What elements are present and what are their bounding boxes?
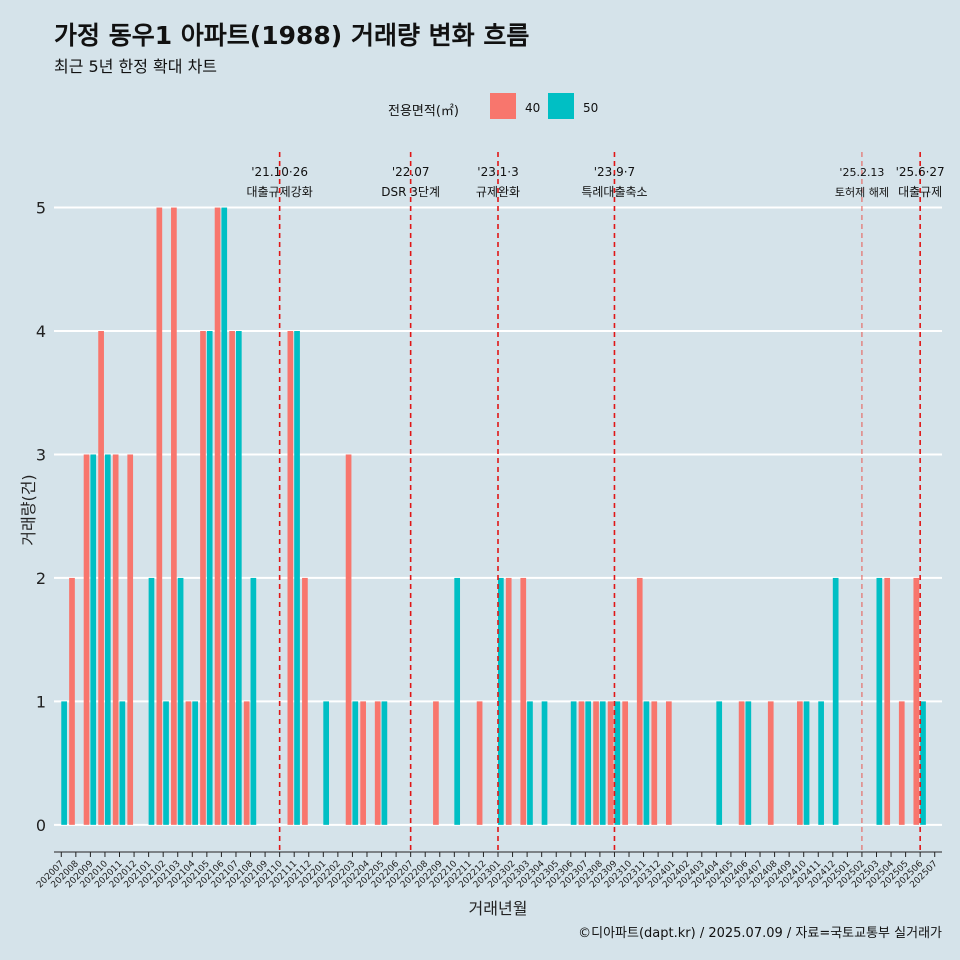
event-label-0: 대출규제강화 [247,185,313,199]
bar-202406-40 [738,701,745,825]
legend-swatch-50 [548,93,574,119]
bar-202104-50 [192,701,198,825]
bar-202506-50 [920,701,926,825]
bar-202308-50 [599,701,606,825]
y-tick-label-5: 5 [36,199,46,218]
bar-202309-40 [607,701,614,825]
bar-202312-40 [651,701,658,825]
legend-label-40: 40 [525,101,541,115]
bars [61,207,926,825]
bar-202009-50 [90,454,97,825]
bar-202203-50 [352,701,359,825]
bar-202505-40 [898,701,905,825]
bar-202007-50 [61,701,67,825]
event-label-5: 대출규제 [898,185,942,199]
bar-202011-40 [112,454,119,825]
bar-202307-50 [585,701,592,825]
bar-202104-40 [185,701,192,825]
bar-202302-40 [505,577,512,825]
event-date-3: '23.9·7 [594,165,635,179]
chart-subtitle: 최근 5년 한정 확대 차트 [54,57,218,76]
bar-202304-50 [541,701,548,825]
event-label-3: 특례대출축소 [581,185,647,199]
bar-202203-40 [345,454,352,825]
bar-202201-50 [323,701,330,825]
x-axis-label: 거래년월 [469,899,528,918]
bar-202010-40 [98,331,104,825]
bar-202008-40 [69,577,75,825]
bar-202310-40 [622,701,629,825]
bar-202307-40 [578,701,585,825]
event-date-4: '25.2.13 [839,166,884,179]
bar-202012-40 [127,454,134,825]
y-tick-label-1: 1 [36,692,46,711]
legend-title: 전용면적(㎡) [388,104,459,119]
y-tick-label-4: 4 [36,322,46,341]
event-date-2: '23.1·3 [477,165,518,179]
bar-202408-40 [767,701,774,825]
bar-202308-40 [593,701,599,825]
bar-202204-40 [360,701,366,825]
bar-202101-50 [148,577,155,825]
bar-202009-40 [83,454,90,825]
bar-202412-50 [832,577,839,825]
bar-202108-40 [243,701,250,825]
bar-202210-50 [454,577,461,825]
chart-title: 가정 동우1 아파트(1988) 거래량 변화 흐름 [54,21,530,50]
bar-202306-50 [570,701,577,825]
event-label-2: 규제완화 [476,185,520,199]
bar-202410-40 [797,701,803,825]
bar-202212-40 [476,701,483,825]
bar-202010-50 [104,454,111,825]
event-date-5: '25.6·27 [896,165,945,179]
bar-202105-40 [200,331,206,825]
bar-202209-40 [433,701,439,825]
event-label-1: DSR 3단계 [381,185,440,199]
bar-202107-40 [229,331,235,825]
bar-202411-50 [818,701,824,825]
bar-202103-50 [177,577,184,825]
bar-202111-40 [287,331,294,825]
bar-202205-50 [381,701,388,825]
axes: 0123452020072020082020092020102020112020… [35,199,942,890]
bar-202309-50 [614,701,621,825]
bar-202404-50 [716,701,723,825]
bar-202303-50 [527,701,533,825]
y-tick-label-2: 2 [36,569,46,588]
y-axis-label: 거래량(건) [19,474,38,545]
legend-label-50: 50 [583,101,599,115]
bar-202103-40 [171,207,177,825]
legend: 전용면적(㎡) 40 50 [0,92,960,122]
bar-202311-50 [643,701,650,825]
bar-202504-40 [884,577,891,825]
bar-202406-50 [745,701,752,825]
bar-202506-40 [913,577,920,825]
bar-202011-50 [119,701,126,825]
bar-202410-50 [803,701,810,825]
bar-202311-40 [636,577,643,825]
bar-202112-40 [302,577,308,825]
bar-202105-50 [206,331,213,825]
bar-202108-50 [250,577,257,825]
bar-202102-40 [156,207,163,825]
bar-202205-40 [374,701,381,825]
bar-202107-50 [235,331,242,825]
bar-202503-50 [876,577,883,825]
bar-202106-50 [221,207,228,825]
source-caption: ©디아파트(dapt.kr) / 2025.07.09 / 자료=국토교통부 실… [578,926,942,941]
bar-202301-50 [498,577,504,825]
y-tick-label-3: 3 [36,445,46,464]
bar-202106-40 [214,207,221,825]
event-date-0: '21.10·26 [251,165,308,179]
event-lines: '21.10·26 대출규제강화 '22.07 DSR 3단계 '23.1·3 규제완화 '… [247,152,945,852]
bar-202303-40 [520,577,527,825]
event-date-1: '22.07 [392,165,430,179]
bar-202401-40 [665,701,672,825]
bar-202111-50 [294,331,300,825]
legend-swatch-40 [490,93,516,119]
y-tick-label-0: 0 [36,816,46,835]
bar-202102-50 [163,701,169,825]
event-label-4: 토허제 해제 [835,185,889,199]
